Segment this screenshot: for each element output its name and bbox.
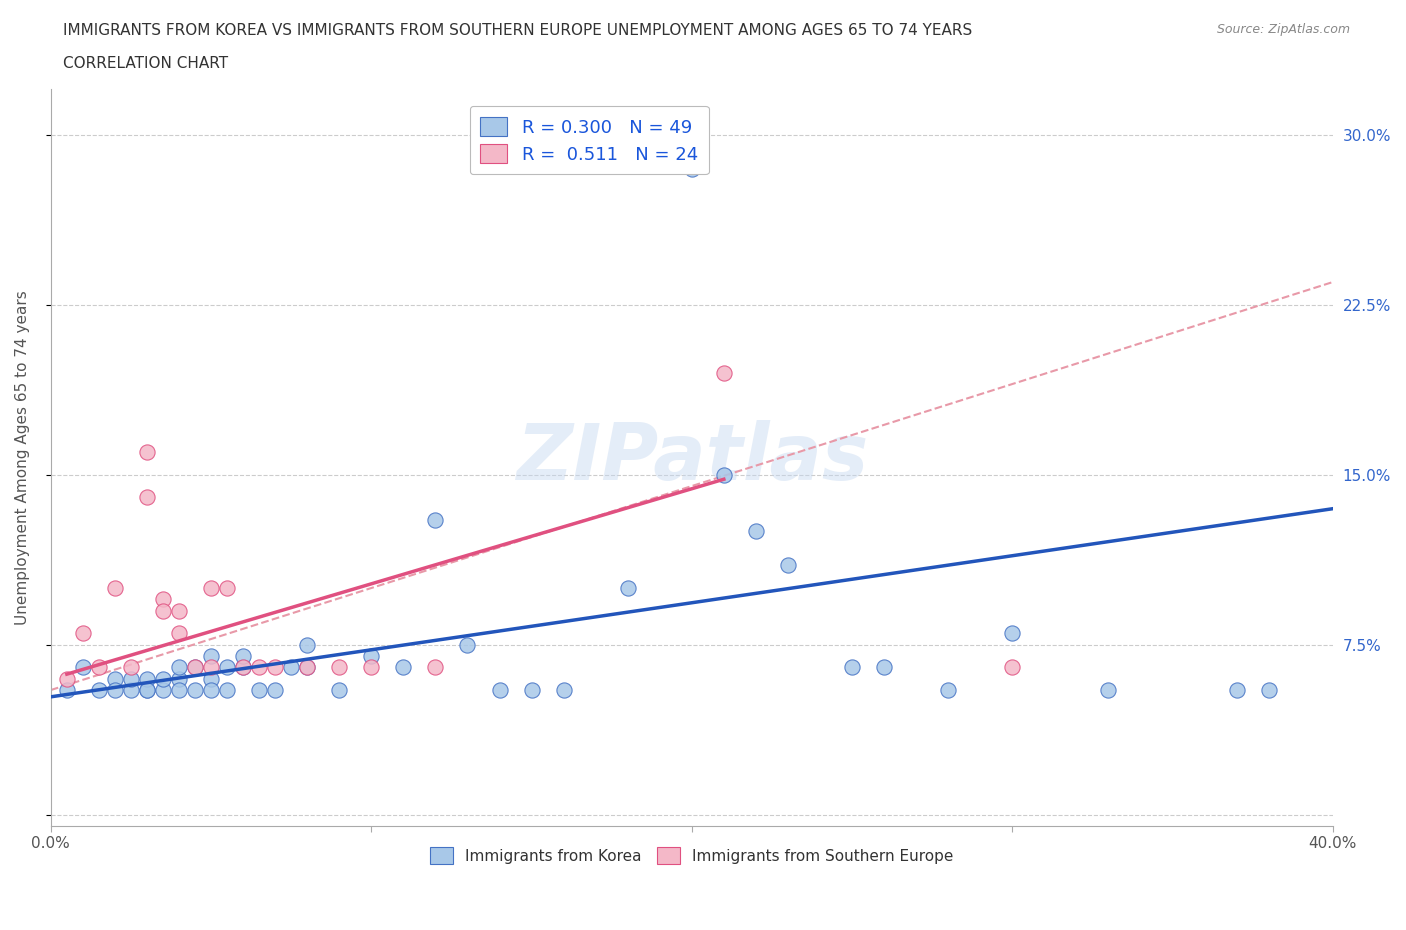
- Point: [120, 683, 142, 698]
- Point: [120, 660, 142, 675]
- Point: [200, 660, 222, 675]
- Point: [184, 683, 207, 698]
- Point: [936, 683, 959, 698]
- Point: [152, 591, 174, 606]
- Point: [1001, 626, 1024, 641]
- Point: [425, 660, 447, 675]
- Point: [232, 660, 254, 675]
- Point: [200, 580, 222, 595]
- Point: [167, 671, 190, 686]
- Point: [184, 660, 207, 675]
- Point: [200, 671, 222, 686]
- Text: Source: ZipAtlas.com: Source: ZipAtlas.com: [1216, 23, 1350, 36]
- Point: [1001, 660, 1024, 675]
- Text: ZIPatlas: ZIPatlas: [516, 419, 868, 496]
- Point: [713, 467, 735, 482]
- Point: [72, 626, 94, 641]
- Point: [873, 660, 896, 675]
- Point: [87, 683, 110, 698]
- Point: [264, 660, 287, 675]
- Point: [392, 660, 415, 675]
- Point: [72, 660, 94, 675]
- Point: [217, 580, 239, 595]
- Point: [297, 660, 319, 675]
- Point: [104, 683, 127, 698]
- Point: [247, 683, 270, 698]
- Point: [120, 671, 142, 686]
- Point: [1097, 683, 1119, 698]
- Point: [136, 683, 159, 698]
- Point: [200, 683, 222, 698]
- Point: [232, 660, 254, 675]
- Point: [280, 660, 302, 675]
- Point: [167, 683, 190, 698]
- Point: [247, 660, 270, 675]
- Point: [328, 660, 350, 675]
- Legend: Immigrants from Korea, Immigrants from Southern Europe: Immigrants from Korea, Immigrants from S…: [425, 841, 960, 870]
- Point: [841, 660, 863, 675]
- Point: [136, 683, 159, 698]
- Point: [360, 648, 382, 663]
- Point: [1226, 683, 1249, 698]
- Point: [616, 580, 638, 595]
- Point: [136, 490, 159, 505]
- Point: [328, 683, 350, 698]
- Point: [200, 648, 222, 663]
- Point: [456, 637, 478, 652]
- Point: [681, 161, 703, 176]
- Point: [167, 604, 190, 618]
- Point: [297, 660, 319, 675]
- Point: [56, 671, 79, 686]
- Point: [152, 671, 174, 686]
- Point: [217, 683, 239, 698]
- Point: [520, 683, 543, 698]
- Point: [488, 683, 510, 698]
- Point: [232, 648, 254, 663]
- Point: [713, 365, 735, 380]
- Point: [136, 445, 159, 459]
- Point: [104, 671, 127, 686]
- Point: [167, 660, 190, 675]
- Point: [297, 637, 319, 652]
- Y-axis label: Unemployment Among Ages 65 to 74 years: Unemployment Among Ages 65 to 74 years: [15, 290, 30, 625]
- Point: [152, 683, 174, 698]
- Point: [425, 512, 447, 527]
- Point: [360, 660, 382, 675]
- Point: [167, 626, 190, 641]
- Point: [87, 660, 110, 675]
- Point: [553, 683, 575, 698]
- Text: CORRELATION CHART: CORRELATION CHART: [63, 56, 228, 71]
- Point: [217, 660, 239, 675]
- Point: [152, 604, 174, 618]
- Point: [776, 558, 799, 573]
- Point: [104, 580, 127, 595]
- Point: [56, 683, 79, 698]
- Text: IMMIGRANTS FROM KOREA VS IMMIGRANTS FROM SOUTHERN EUROPE UNEMPLOYMENT AMONG AGES: IMMIGRANTS FROM KOREA VS IMMIGRANTS FROM…: [63, 23, 973, 38]
- Point: [1257, 683, 1279, 698]
- Point: [264, 683, 287, 698]
- Point: [745, 524, 768, 538]
- Point: [136, 671, 159, 686]
- Point: [184, 660, 207, 675]
